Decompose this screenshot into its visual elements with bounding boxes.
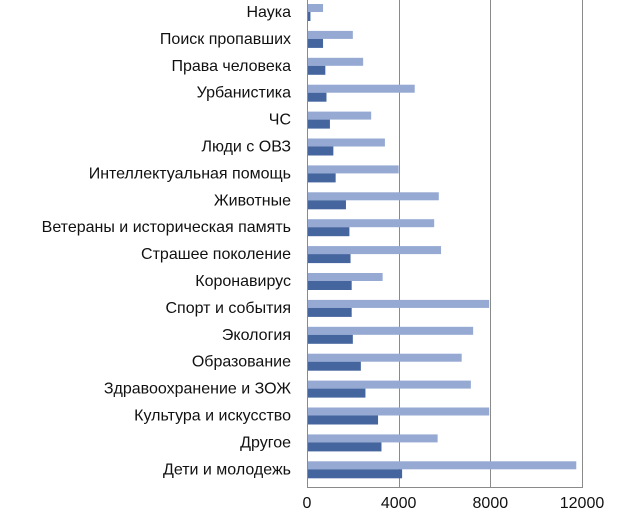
bar-series1-0 xyxy=(307,4,324,12)
bar-series1-8 xyxy=(307,219,435,228)
bar-series2-11 xyxy=(307,307,352,317)
bar-series1-16 xyxy=(307,434,438,443)
bar-series2-17 xyxy=(307,469,403,479)
tick-labels: 0 4000 8000 12000 xyxy=(303,495,605,512)
category-label-8: Ветераны и историческая память xyxy=(42,219,291,236)
category-label-11: Спорт и события xyxy=(166,300,292,317)
bar-series1-10 xyxy=(307,273,383,281)
bar-series2-0 xyxy=(307,12,311,21)
bar-series2-2 xyxy=(307,65,326,75)
category-label-15: Культура и искусство xyxy=(134,408,291,425)
bar-series2-9 xyxy=(307,254,351,264)
bar-series2-10 xyxy=(307,281,352,290)
bar-series1-5 xyxy=(307,138,385,147)
tick-label-0: 0 xyxy=(303,495,312,512)
category-label-9: Страшее поколение xyxy=(141,246,291,263)
bar-series2-7 xyxy=(307,200,346,210)
bar-series1-9 xyxy=(307,246,442,255)
bar-series1-7 xyxy=(307,192,439,201)
category-label-3: Урбанистика xyxy=(197,85,291,102)
category-labels: Наука Поиск пропавших Права человека Урбани… xyxy=(42,4,292,478)
category-label-0: Наука xyxy=(246,4,291,21)
category-label-7: Животные xyxy=(214,192,291,209)
bar-series2-8 xyxy=(307,227,350,237)
bar-series2-1 xyxy=(307,38,324,48)
bar-series1-14 xyxy=(307,380,471,389)
bar-series1-3 xyxy=(307,84,415,93)
bar-series1-12 xyxy=(307,326,474,335)
category-label-2: Права человека xyxy=(171,58,291,75)
category-label-12: Экология xyxy=(222,327,291,344)
bar-series2-14 xyxy=(307,388,366,398)
bar-series2-3 xyxy=(307,92,327,102)
bar-series2-12 xyxy=(307,334,353,344)
tick-label-8000: 8000 xyxy=(473,495,509,512)
bar-series2-5 xyxy=(307,146,334,156)
bar-series2-4 xyxy=(307,119,330,129)
bar-series2-13 xyxy=(307,361,361,371)
bar-series1-6 xyxy=(307,165,399,174)
bar-series2-15 xyxy=(307,415,379,425)
bar-series1-13 xyxy=(307,353,462,362)
bar-series2-16 xyxy=(307,442,382,452)
category-label-6: Интеллектуальная помощь xyxy=(89,165,291,182)
gridlines xyxy=(399,0,583,487)
category-label-17: Дети и молодежь xyxy=(163,461,291,478)
category-label-10: Коронавирус xyxy=(195,273,291,290)
bar-series2-6 xyxy=(307,173,336,183)
bars xyxy=(307,4,577,479)
bar-series1-4 xyxy=(307,111,372,120)
bar-series1-15 xyxy=(307,407,490,416)
category-label-14: Здравоохранение и ЗОЖ xyxy=(104,381,291,398)
bar-series1-11 xyxy=(307,299,490,308)
tick-label-12000: 12000 xyxy=(560,495,605,512)
bar-series1-2 xyxy=(307,57,364,66)
category-label-16: Другое xyxy=(240,434,291,451)
category-label-5: Люди с ОВЗ xyxy=(201,139,291,156)
bar-series1-1 xyxy=(307,30,353,39)
category-label-1: Поиск пропавших xyxy=(160,31,291,48)
category-label-4: ЧС xyxy=(269,112,291,129)
category-label-13: Образование xyxy=(192,354,291,371)
bar-series1-17 xyxy=(307,461,577,470)
tick-label-4000: 4000 xyxy=(381,495,417,512)
